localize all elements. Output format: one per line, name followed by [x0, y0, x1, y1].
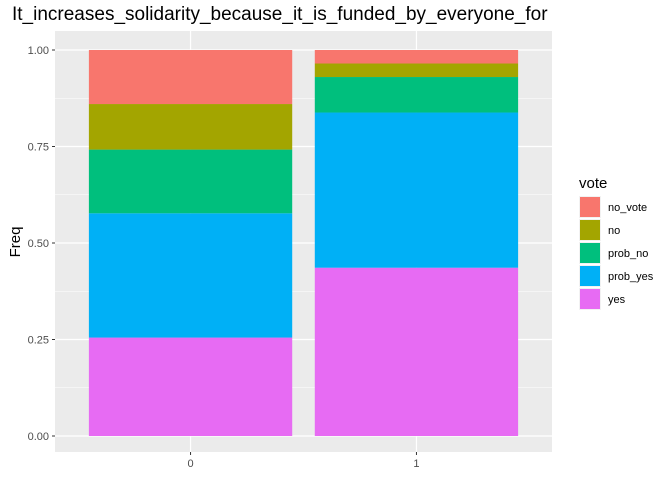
x-tick-label: 1 [413, 458, 419, 470]
bar-segment-prob_no-1 [314, 77, 519, 113]
y-tick-label: 0.25 [28, 335, 49, 347]
legend-label: no [608, 225, 620, 237]
legend-label: prob_no [608, 248, 648, 260]
legend-swatch-prob_yes [580, 266, 600, 286]
legend-label: yes [608, 294, 626, 306]
legend-swatch-prob_no [580, 243, 600, 263]
bar-segment-prob_no-0 [88, 149, 293, 214]
bar-segment-no-0 [88, 104, 293, 150]
bar-segment-prob_yes-1 [314, 112, 519, 268]
x-tick-label: 0 [187, 458, 193, 470]
bar-segment-yes-0 [88, 337, 293, 436]
y-axis: 0.00 0.25 0.50 0.75 1.00 [28, 45, 55, 443]
bar-segment-yes-1 [314, 267, 519, 436]
y-tick-label: 0.00 [28, 431, 49, 443]
bars-layer [88, 50, 519, 436]
bar-segment-no_vote-1 [314, 50, 519, 64]
bar-segment-no-1 [314, 63, 519, 78]
legend-swatch-no_vote [580, 197, 600, 217]
legend-label: no_vote [608, 202, 647, 214]
y-tick-label: 0.50 [28, 238, 49, 250]
bar-segment-prob_yes-0 [88, 213, 293, 338]
legend-swatch-no [580, 220, 600, 240]
y-tick-label: 1.00 [28, 45, 49, 57]
legend-label: prob_yes [608, 271, 654, 283]
legend-title: vote [579, 175, 607, 192]
bar-segment-no_vote-0 [88, 50, 293, 105]
y-tick-label: 0.75 [28, 142, 49, 154]
legend-swatch-yes [580, 289, 600, 309]
chart-title: It_increases_solidarity_because_it_is_fu… [12, 4, 548, 25]
y-axis-title: Freq [7, 227, 24, 258]
